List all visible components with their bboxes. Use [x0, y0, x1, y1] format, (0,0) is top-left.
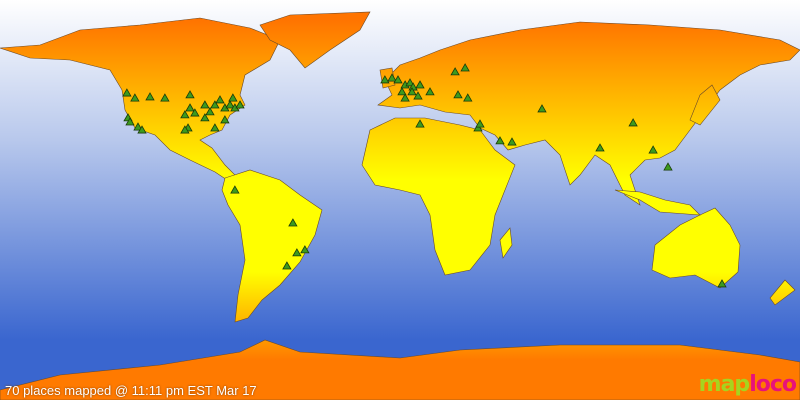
africa — [361, 117, 516, 276]
triangle-marker-icon[interactable] — [210, 100, 220, 109]
triangle-marker-icon[interactable] — [200, 100, 210, 109]
triangle-marker-icon[interactable] — [405, 78, 415, 87]
triangle-marker-icon[interactable] — [225, 100, 235, 109]
triangle-marker-icon[interactable] — [628, 118, 638, 127]
triangle-marker-icon[interactable] — [228, 93, 238, 102]
triangle-marker-icon[interactable] — [507, 137, 517, 146]
logo-part2: loco — [749, 372, 797, 397]
triangle-marker-icon[interactable] — [125, 117, 135, 126]
triangle-marker-icon[interactable] — [397, 87, 407, 96]
triangle-marker-icon[interactable] — [380, 75, 390, 84]
triangle-marker-icon[interactable] — [453, 90, 463, 99]
triangle-marker-icon[interactable] — [282, 261, 292, 270]
triangle-marker-icon[interactable] — [460, 63, 470, 72]
indonesia — [614, 189, 701, 216]
triangle-marker-icon[interactable] — [185, 90, 195, 99]
triangle-marker-icon[interactable] — [180, 110, 190, 119]
japan — [689, 84, 721, 126]
australia — [651, 207, 741, 289]
triangle-marker-icon[interactable] — [230, 185, 240, 194]
triangle-marker-icon[interactable] — [200, 113, 210, 122]
triangle-marker-icon[interactable] — [122, 88, 132, 97]
triangle-marker-icon[interactable] — [292, 248, 302, 257]
triangle-marker-icon[interactable] — [663, 162, 673, 171]
land — [0, 11, 800, 400]
triangle-marker-icon[interactable] — [717, 279, 727, 288]
triangle-marker-icon[interactable] — [300, 245, 310, 254]
marker-layer — [122, 63, 727, 288]
triangle-marker-icon[interactable] — [185, 103, 195, 112]
triangle-marker-icon[interactable] — [387, 73, 397, 82]
triangle-marker-icon[interactable] — [130, 93, 140, 102]
triangle-marker-icon[interactable] — [180, 125, 190, 134]
maploco-logo[interactable]: maploco — [698, 372, 797, 397]
triangle-marker-icon[interactable] — [393, 75, 403, 84]
triangle-marker-icon[interactable] — [425, 87, 435, 96]
triangle-marker-icon[interactable] — [400, 93, 410, 102]
triangle-marker-icon[interactable] — [235, 100, 245, 109]
triangle-marker-icon[interactable] — [137, 125, 147, 134]
madagascar — [499, 227, 513, 259]
places-caption: 70 places mapped @ 11:11 pm EST Mar 17 — [5, 383, 257, 398]
south-america — [221, 169, 323, 323]
triangle-marker-icon[interactable] — [415, 119, 425, 128]
north-america — [0, 17, 281, 183]
triangle-marker-icon[interactable] — [160, 93, 170, 102]
triangle-marker-icon[interactable] — [473, 123, 483, 132]
new-zealand — [769, 279, 796, 306]
triangle-marker-icon[interactable] — [463, 93, 473, 102]
triangle-marker-icon[interactable] — [190, 108, 200, 117]
triangle-marker-icon[interactable] — [495, 136, 505, 145]
triangle-marker-icon[interactable] — [288, 218, 298, 227]
triangle-marker-icon[interactable] — [415, 80, 425, 89]
logo-part1: map — [698, 372, 751, 397]
antarctica — [0, 339, 800, 400]
triangle-marker-icon[interactable] — [475, 119, 485, 128]
triangle-marker-icon[interactable] — [413, 91, 423, 100]
triangle-marker-icon[interactable] — [210, 123, 220, 132]
triangle-marker-icon[interactable] — [133, 122, 143, 131]
triangle-marker-icon[interactable] — [595, 143, 605, 152]
triangle-marker-icon[interactable] — [215, 95, 225, 104]
triangle-marker-icon[interactable] — [220, 115, 230, 124]
triangle-marker-icon[interactable] — [450, 67, 460, 76]
triangle-marker-icon[interactable] — [145, 92, 155, 101]
triangle-marker-icon[interactable] — [537, 104, 547, 113]
triangle-marker-icon[interactable] — [648, 145, 658, 154]
triangle-marker-icon[interactable] — [407, 87, 417, 96]
triangle-marker-icon[interactable] — [205, 107, 215, 116]
greenland — [259, 11, 371, 69]
